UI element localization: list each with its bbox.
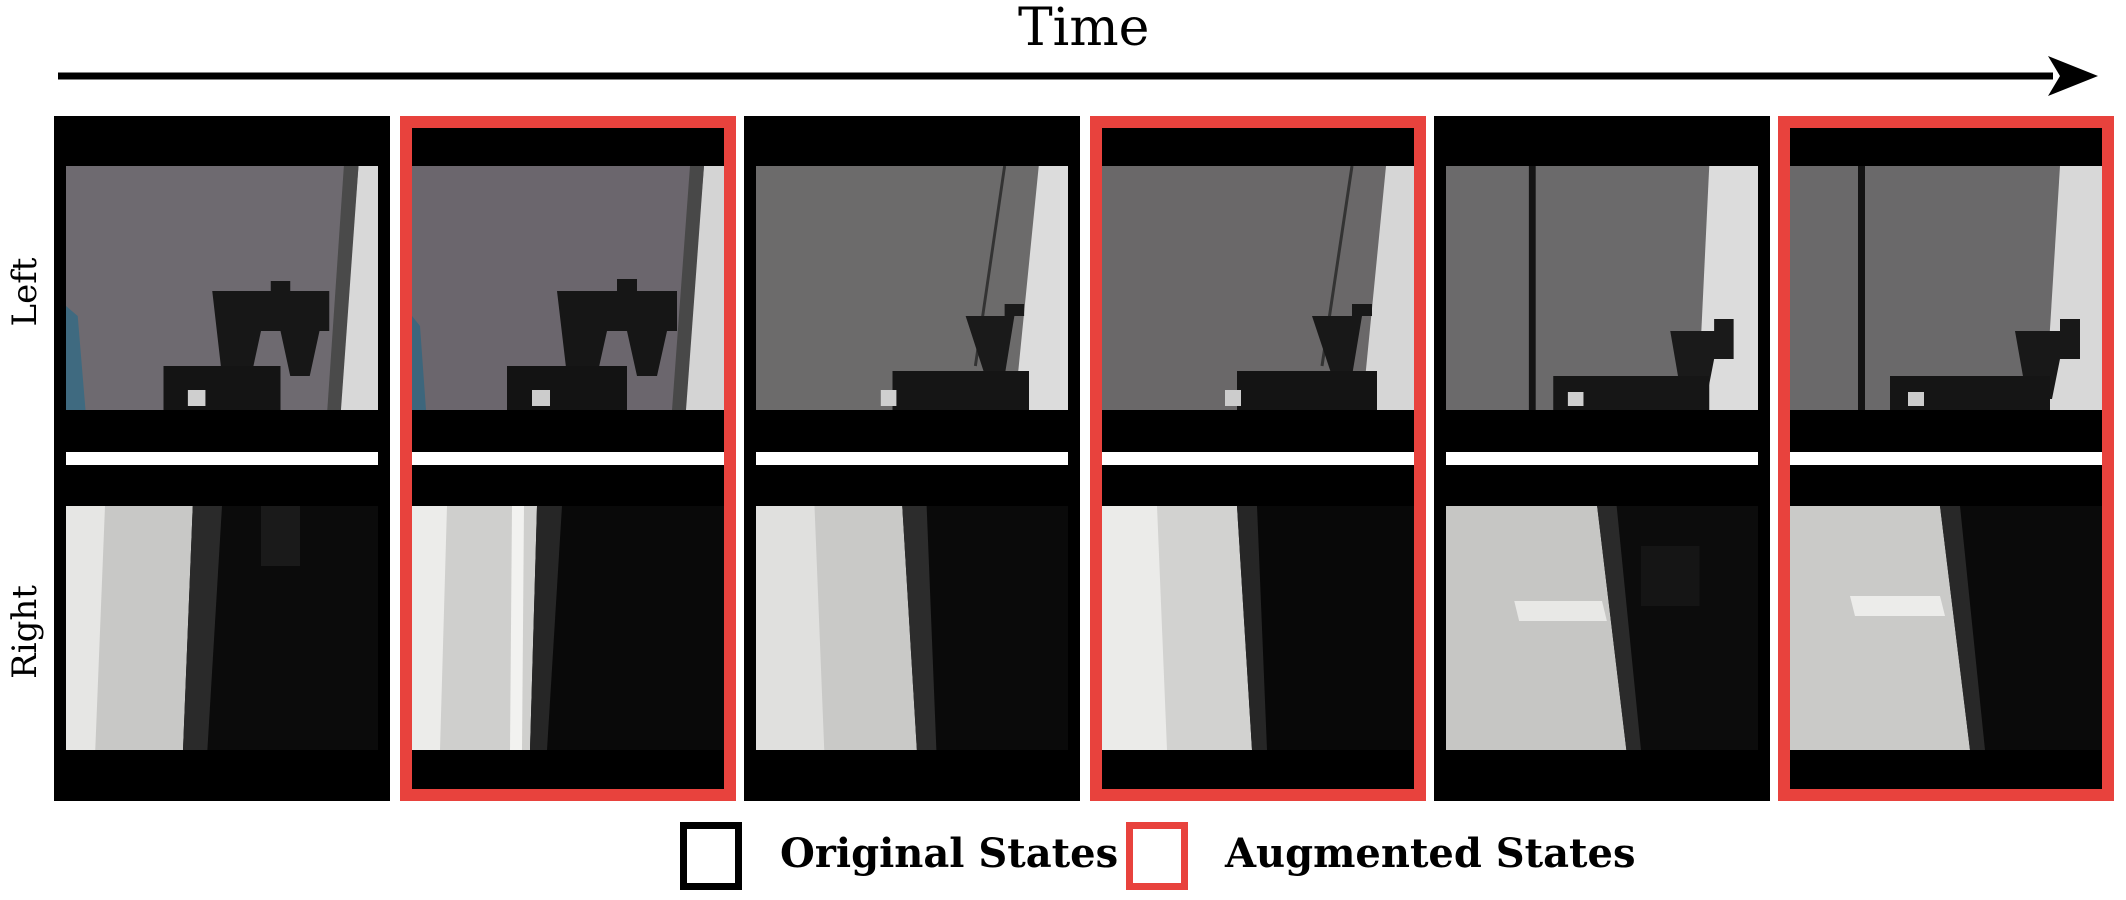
left-camera-view xyxy=(756,166,1068,410)
left-camera-view xyxy=(1790,166,2102,410)
camera-divider xyxy=(1790,452,2102,465)
legend-original-swatch xyxy=(680,822,742,890)
frame-augmented xyxy=(400,116,736,801)
right-camera-view xyxy=(412,506,724,750)
time-arrow-icon xyxy=(58,56,2098,96)
camera-divider xyxy=(412,452,724,465)
frame-sequence xyxy=(54,116,2120,801)
legend-augmented-swatch xyxy=(1126,822,1188,890)
legend: Original States Augmented States xyxy=(0,816,2126,894)
frame-original xyxy=(54,116,390,801)
row-label-left: Left xyxy=(5,257,45,327)
right-camera-view xyxy=(1790,506,2102,750)
legend-augmented-label: Augmented States xyxy=(1225,830,1636,877)
time-label: Time xyxy=(1018,0,1150,58)
frame-augmented xyxy=(1090,116,1426,801)
frame-original xyxy=(744,116,1080,801)
frame-augmented xyxy=(1778,116,2114,801)
left-camera-view xyxy=(66,166,378,410)
right-camera-view xyxy=(1446,506,1758,750)
camera-divider xyxy=(66,452,378,465)
frame-original xyxy=(1434,116,1770,801)
camera-divider xyxy=(1102,452,1414,465)
left-camera-view xyxy=(1446,166,1758,410)
right-camera-view xyxy=(66,506,378,750)
camera-divider xyxy=(756,452,1068,465)
legend-original-label: Original States xyxy=(780,830,1119,877)
right-camera-view xyxy=(756,506,1068,750)
left-camera-view xyxy=(1102,166,1414,410)
camera-divider xyxy=(1446,452,1758,465)
left-camera-view xyxy=(412,166,724,410)
right-camera-view xyxy=(1102,506,1414,750)
row-label-right: Right xyxy=(5,585,45,679)
